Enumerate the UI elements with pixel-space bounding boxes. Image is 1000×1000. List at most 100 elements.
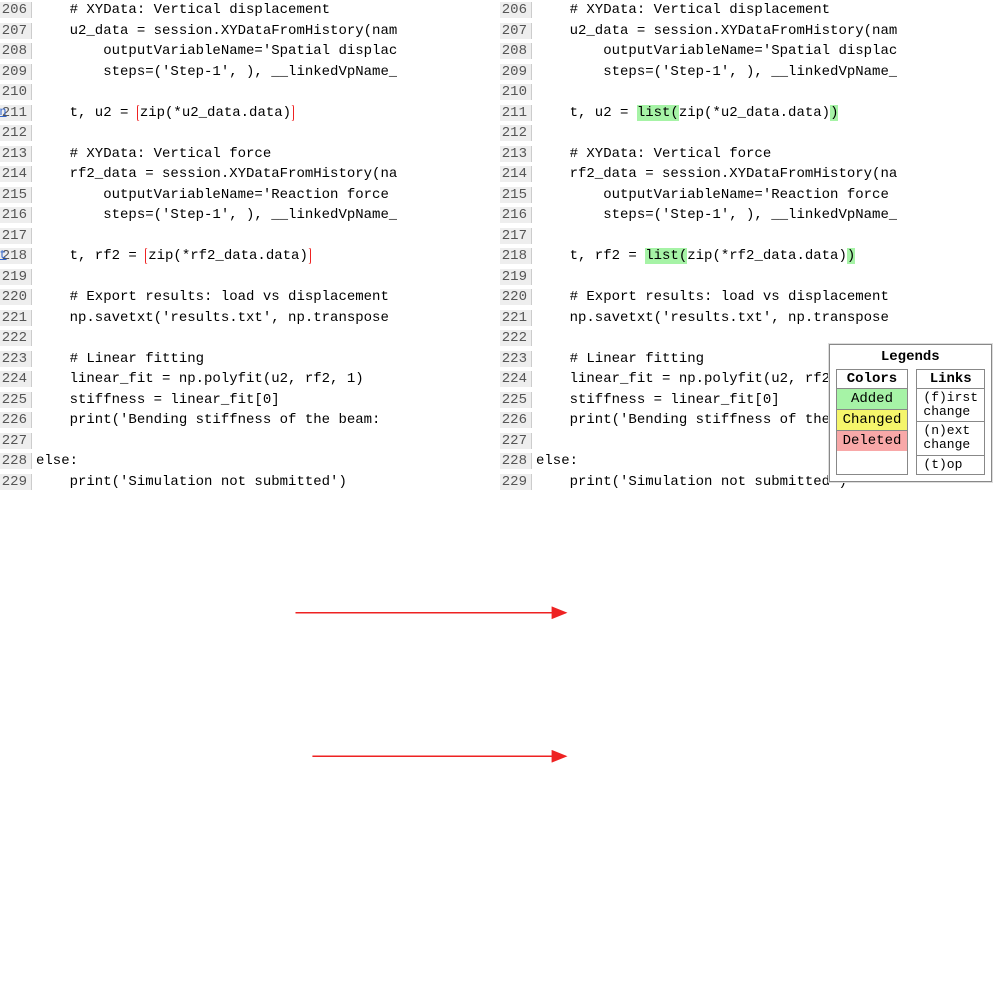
code-text: print('Simulation not submitted') — [536, 474, 847, 490]
code-text: np.savetxt('results.txt', np.transpose — [536, 310, 889, 326]
gutter-nav-link[interactable]: t — [0, 248, 8, 262]
code-content: u2_data = session.XYDataFromHistory(nam — [32, 23, 397, 39]
code-text: steps=('Step-1', ), __linkedVpName_ — [36, 64, 397, 80]
line-number: 223 — [0, 351, 32, 367]
code-text: steps=('Step-1', ), __linkedVpName_ — [536, 207, 897, 223]
line-number: 206 — [0, 2, 32, 18]
line-number: 217 — [500, 228, 532, 244]
line-number: 222 — [500, 330, 532, 346]
code-content: # Export results: load vs displacement — [532, 289, 889, 305]
line-number: 225 — [0, 392, 32, 408]
line-number: 210 — [0, 84, 32, 100]
code-line: 221 np.savetxt('results.txt', np.transpo… — [500, 308, 1000, 329]
code-line: 207 u2_data = session.XYDataFromHistory(… — [500, 21, 1000, 42]
code-content: # XYData: Vertical force — [32, 146, 271, 162]
line-number: 208 — [500, 43, 532, 59]
code-text: zip(*u2_data.data) — [679, 105, 830, 121]
code-line: 225 stiffness = linear_fit[0] — [0, 390, 500, 411]
code-line: 208 outputVariableName='Spatial displac — [500, 41, 1000, 62]
code-line: 215 outputVariableName='Reaction force — [0, 185, 500, 206]
line-number: 214 — [0, 166, 32, 182]
code-content: linear_fit = np.polyfit(u2, rf2, 1) — [32, 371, 364, 387]
code-text: stiffness = linear_fit[0] — [36, 392, 280, 408]
line-number: 229 — [500, 474, 532, 490]
code-text: t, u2 = — [36, 105, 137, 121]
code-line: 217 — [0, 226, 500, 247]
line-number: 218 — [500, 248, 532, 264]
line-number: 213 — [0, 146, 32, 162]
line-number: 219 — [500, 269, 532, 285]
code-line: 218 t, rf2 = list(zip(*rf2_data.data)) — [500, 246, 1000, 267]
line-number: 220 — [0, 289, 32, 305]
line-number: 212 — [0, 125, 32, 141]
code-content: steps=('Step-1', ), __linkedVpName_ — [32, 64, 397, 80]
code-text: # Export results: load vs displacement — [536, 289, 889, 305]
code-content: stiffness = linear_fit[0] — [32, 392, 280, 408]
gutter-nav-link[interactable]: n — [0, 105, 8, 119]
code-content: # XYData: Vertical force — [532, 146, 771, 162]
legend-colors-column: Colors AddedChangedDeleted — [836, 369, 909, 475]
code-line: 211 t, u2 = zip(*u2_data.data) — [0, 103, 500, 124]
diff-added-span: ) — [847, 248, 855, 264]
line-number: 214 — [500, 166, 532, 182]
legend-color-deleted: Deleted — [837, 431, 908, 451]
code-line: 213 # XYData: Vertical force — [500, 144, 1000, 165]
line-number: 226 — [500, 412, 532, 428]
code-content: print('Bending stiffness of the beam: — [32, 412, 389, 428]
code-line: 223 # Linear fitting — [0, 349, 500, 370]
line-number: 221 — [0, 310, 32, 326]
code-line: 227 — [0, 431, 500, 452]
circled-region: zip(*u2_data.data) — [137, 105, 294, 121]
code-line: 206 # XYData: Vertical displacement — [500, 0, 1000, 21]
line-number: 212 — [500, 125, 532, 141]
line-number: 227 — [500, 433, 532, 449]
code-text: t, rf2 = — [536, 248, 645, 264]
code-line: 226 print('Bending stiffness of the beam… — [0, 410, 500, 431]
code-line: 229 print('Simulation not submitted') — [0, 472, 500, 493]
code-line: 222 — [0, 328, 500, 349]
code-text: # XYData: Vertical displacement — [36, 2, 330, 18]
code-content: outputVariableName='Spatial displac — [32, 43, 397, 59]
circled-region: zip(*rf2_data.data) — [145, 248, 311, 264]
legend-links-column: Links (f)irstchange(n)extchange(t)op — [916, 369, 985, 475]
line-number: 213 — [500, 146, 532, 162]
code-content: linear_fit = np.polyfit(u2, rf2, 1) — [532, 371, 864, 387]
code-line: 215 outputVariableName='Reaction force — [500, 185, 1000, 206]
code-content: outputVariableName='Reaction force — [32, 187, 397, 203]
code-text: u2_data = session.XYDataFromHistory(nam — [536, 23, 897, 39]
code-text: else: — [536, 453, 578, 469]
code-line: 228else: — [0, 451, 500, 472]
code-content: np.savetxt('results.txt', np.transpose — [32, 310, 389, 326]
line-number: 215 — [500, 187, 532, 203]
line-number: 228 — [0, 453, 32, 469]
line-number: 226 — [0, 412, 32, 428]
code-line: 221 np.savetxt('results.txt', np.transpo… — [0, 308, 500, 329]
code-content: stiffness = linear_fit[0] — [532, 392, 780, 408]
legend-colors-title: Colors — [837, 370, 908, 389]
legend-link[interactable]: (t)op — [917, 456, 984, 474]
line-number: 229 — [0, 474, 32, 490]
code-text: outputVariableName='Reaction force — [536, 187, 897, 203]
legend-color-changed: Changed — [837, 410, 908, 431]
code-line: 220 # Export results: load vs displaceme… — [0, 287, 500, 308]
code-content: np.savetxt('results.txt', np.transpose — [532, 310, 889, 326]
code-line: 216 steps=('Step-1', ), __linkedVpName_ — [0, 205, 500, 226]
code-text: outputVariableName='Spatial displac — [536, 43, 897, 59]
line-number: 209 — [0, 64, 32, 80]
legends-box: Legends Colors AddedChangedDeleted Links… — [829, 344, 992, 482]
code-line: 210 — [0, 82, 500, 103]
line-number: 227 — [0, 433, 32, 449]
code-text: outputVariableName='Spatial displac — [36, 43, 397, 59]
code-content: else: — [532, 453, 578, 469]
code-line: 208 outputVariableName='Spatial displac — [0, 41, 500, 62]
legend-links-title: Links — [917, 370, 984, 389]
legend-link[interactable]: (f)irstchange — [917, 389, 984, 423]
code-content: # Linear fitting — [32, 351, 204, 367]
diff-added-span: list( — [637, 105, 679, 121]
code-text: outputVariableName='Reaction force — [36, 187, 397, 203]
legend-link[interactable]: (n)extchange — [917, 422, 984, 456]
code-content: t, rf2 = zip(*rf2_data.data) — [32, 248, 311, 264]
code-content: t, rf2 = list(zip(*rf2_data.data)) — [532, 248, 855, 264]
code-text: print('Simulation not submitted') — [36, 474, 347, 490]
code-line: 219 — [0, 267, 500, 288]
